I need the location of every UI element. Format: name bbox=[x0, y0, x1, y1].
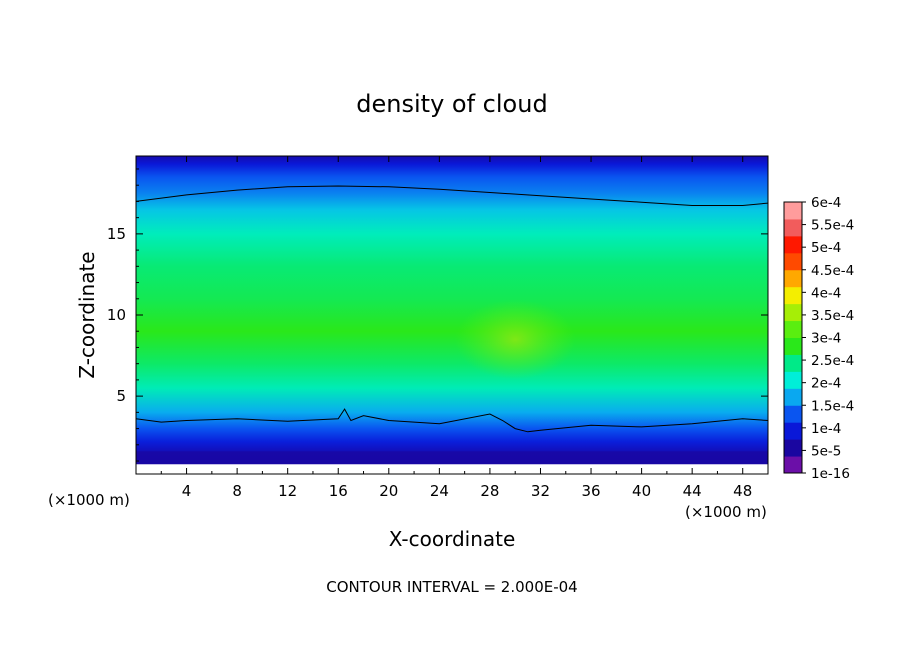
x-tick-label: 24 bbox=[430, 482, 449, 500]
colorbar-swatch bbox=[784, 303, 802, 322]
colorbar-swatch bbox=[784, 235, 802, 254]
x-tick-label: 40 bbox=[632, 482, 651, 500]
colorbar-label: 5.5e-4 bbox=[811, 218, 854, 234]
colorbar-label: 4.5e-4 bbox=[811, 263, 854, 279]
x-tick-label: 48 bbox=[733, 482, 752, 500]
y-axis-title: Z-coordinate bbox=[75, 251, 99, 378]
chart-title: density of cloud bbox=[356, 90, 547, 118]
x-axis-title: X-coordinate bbox=[389, 527, 516, 551]
core-maximum-region bbox=[455, 299, 576, 380]
colorbar-label: 1e-4 bbox=[811, 421, 841, 437]
x-tick-label: 8 bbox=[232, 482, 242, 500]
colorbar-swatch bbox=[784, 337, 802, 355]
colorbar-label: 1e-16 bbox=[811, 466, 850, 482]
x-tick-label: 16 bbox=[329, 482, 348, 500]
x-tick-label: 20 bbox=[379, 482, 398, 500]
colorbar-swatch bbox=[784, 354, 802, 372]
colorbar: 1e-16 5e-5 1e-4 1.5e-4 2e-4 2.5e-4 3e-4 3.5e-4 4… bbox=[783, 195, 854, 482]
x-tick-label: 36 bbox=[581, 482, 600, 500]
x-tick-label: 12 bbox=[278, 482, 297, 500]
x-tick-label: 4 bbox=[182, 482, 192, 500]
plot-field bbox=[136, 156, 768, 474]
colorbar-label: 3e-4 bbox=[811, 331, 841, 347]
colorbar-swatch bbox=[784, 320, 802, 338]
x-origin-unit-label: (×1000 m) bbox=[48, 491, 130, 509]
density-field bbox=[136, 156, 768, 474]
x-tick-label: 44 bbox=[683, 482, 702, 500]
colorbar-label: 3.5e-4 bbox=[811, 308, 854, 324]
colorbar-label: 2.5e-4 bbox=[811, 353, 854, 369]
colorbar-label: 4e-4 bbox=[811, 285, 841, 301]
y-axis: 5 10 15 bbox=[107, 168, 768, 462]
x-axis-unit-label: (×1000 m) bbox=[685, 503, 767, 521]
colorbar-swatch bbox=[784, 456, 802, 474]
y-tick-label: 10 bbox=[107, 306, 126, 324]
ground-clear-band bbox=[136, 464, 768, 474]
colorbar-swatch bbox=[784, 286, 802, 305]
colorbar-swatch bbox=[784, 218, 802, 237]
colorbar-swatch bbox=[784, 252, 802, 271]
x-axis: 4 8 12 16 20 24 28 32 36 40 44 48 bbox=[160, 156, 752, 500]
colorbar-swatch bbox=[784, 439, 802, 457]
y-tick-label: 5 bbox=[116, 387, 126, 405]
contour-line-1 bbox=[136, 185, 768, 206]
x-tick-label: 28 bbox=[480, 482, 499, 500]
colorbar-label: 1.5e-4 bbox=[811, 398, 854, 414]
colorbar-swatch bbox=[784, 269, 802, 288]
colorbar-swatch bbox=[784, 388, 802, 406]
contour-line-2 bbox=[136, 408, 768, 433]
contour-interval-label: CONTOUR INTERVAL = 2.000E-04 bbox=[326, 578, 577, 596]
colorbar-label: 6e-4 bbox=[811, 195, 841, 211]
y-tick-label: 15 bbox=[107, 225, 126, 243]
colorbar-label: 2e-4 bbox=[811, 376, 841, 392]
colorbar-label: 5e-5 bbox=[811, 443, 841, 459]
colorbar-swatch bbox=[784, 371, 802, 389]
colorbar-swatch bbox=[784, 202, 802, 220]
colorbar-swatch bbox=[784, 405, 802, 423]
colorbar-label: 5e-4 bbox=[811, 240, 841, 256]
x-tick-label: 32 bbox=[531, 482, 550, 500]
colorbar-swatch bbox=[784, 422, 802, 440]
